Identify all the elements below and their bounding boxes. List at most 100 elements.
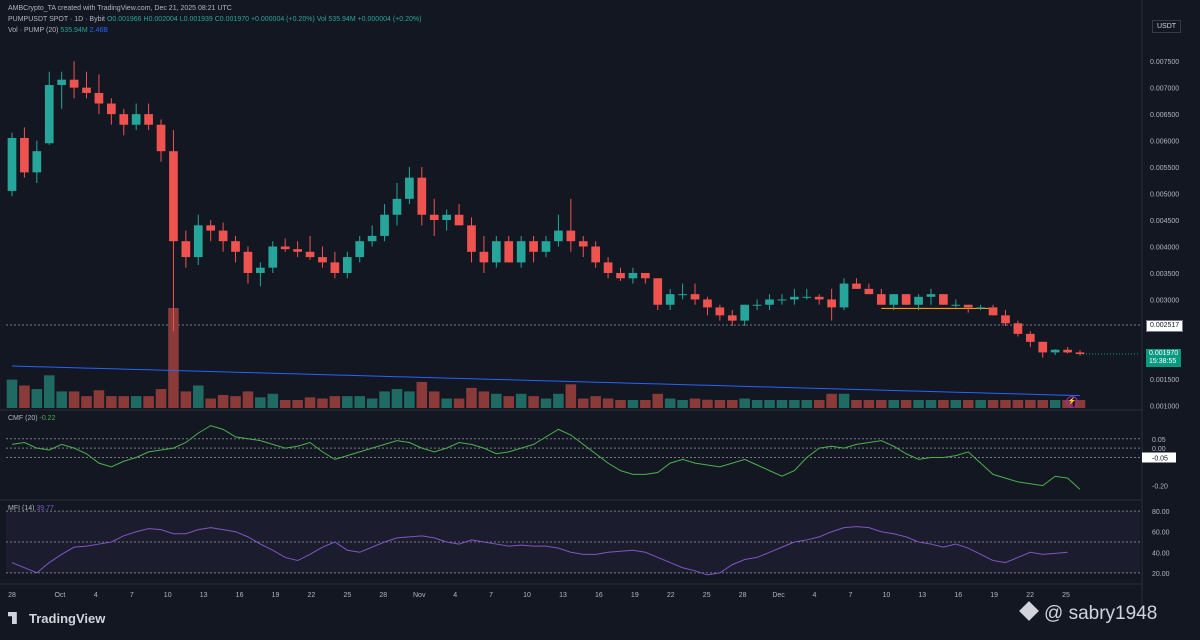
- price-tick-label: 0.005000: [1150, 192, 1179, 199]
- candle-body: [852, 283, 861, 289]
- candle-body: [988, 307, 998, 316]
- mfi-tick-label: 60.00: [1152, 530, 1170, 537]
- candle-body: [1001, 315, 1010, 324]
- candle-body: [653, 278, 663, 305]
- candle-body: [1063, 349, 1072, 353]
- volume-bar: [404, 391, 415, 408]
- time-tick-label: 16: [236, 592, 244, 599]
- volume-bar: [478, 391, 490, 408]
- time-tick-label: 7: [489, 592, 493, 599]
- candle-body: [814, 296, 824, 300]
- price-tick-label: 0.001000: [1150, 403, 1179, 410]
- time-tick-label: 16: [954, 592, 962, 599]
- candle-body: [417, 177, 427, 215]
- volume-bar: [1012, 400, 1024, 408]
- volume-bar: [379, 391, 390, 408]
- volume-bar: [664, 398, 676, 408]
- candle-body: [442, 214, 451, 221]
- candle-body: [665, 294, 675, 305]
- tradingview-logo-icon: [8, 612, 17, 624]
- candle-body: [82, 87, 91, 93]
- volume-bar: [615, 400, 626, 408]
- tradingview-logo[interactable]: TradingView: [8, 611, 105, 626]
- volume-bar: [193, 385, 204, 408]
- mfi-value: 39.77: [36, 505, 54, 512]
- currency-unit-button[interactable]: USDT: [1152, 20, 1182, 33]
- volume-bar: [900, 400, 912, 408]
- candle-body: [193, 225, 203, 258]
- candle-body: [131, 114, 141, 125]
- price-tick-label: 0.003500: [1150, 271, 1179, 278]
- candle-body: [839, 283, 849, 308]
- cmf-tag-bg: [1142, 452, 1176, 463]
- candle-body: [678, 294, 687, 296]
- volume-bar: [130, 396, 142, 408]
- candle-body: [256, 267, 265, 273]
- volume-bar: [292, 400, 303, 408]
- candle-body: [529, 241, 538, 252]
- volume-bar: [577, 398, 589, 408]
- cmf-tick-label: -0.20: [1152, 484, 1168, 491]
- symbol-line: PUMPUSDT SPOT · 1D · Bybit O0.001966 H0.…: [8, 16, 421, 23]
- price-tick-label: 0.003000: [1150, 297, 1179, 304]
- volume-bar: [168, 308, 179, 408]
- lightning-icon[interactable]: ⚡: [1066, 396, 1078, 408]
- author-watermark: @ sabry1948: [1019, 601, 1158, 625]
- volume-bar: [565, 384, 577, 408]
- volume-bar: [764, 400, 775, 408]
- volume-bar: [677, 400, 688, 408]
- candle-body: [467, 225, 476, 252]
- volume-bar: [453, 398, 465, 408]
- candle-body: [119, 114, 129, 125]
- volume-bar: [776, 400, 788, 408]
- candle-body: [355, 241, 365, 258]
- candle-body: [727, 315, 737, 321]
- mfi-label: MFI (14): [8, 505, 35, 512]
- candle-body: [7, 137, 17, 191]
- volume-bar: [553, 393, 564, 408]
- candle-body: [218, 230, 228, 242]
- candle-body: [268, 246, 278, 268]
- footer-bar: [0, 604, 1200, 640]
- volume-bar: [93, 390, 105, 408]
- candle-body: [790, 296, 799, 300]
- volume-bar: [652, 393, 664, 408]
- volume-bar: [689, 398, 701, 408]
- volume-bar: [466, 387, 477, 408]
- candle-body: [703, 299, 712, 308]
- binance-icon: [1019, 601, 1039, 621]
- candle-body: [914, 296, 923, 305]
- volume-bar: [255, 397, 266, 408]
- candle-body: [107, 103, 116, 115]
- time-tick-label: 7: [130, 592, 134, 599]
- volume-bar: [975, 400, 986, 408]
- volume-bar: [342, 396, 353, 408]
- volume-bar: [888, 400, 899, 408]
- price-tick-label: 0.007500: [1150, 59, 1179, 66]
- candle-body: [901, 294, 911, 305]
- candle-body: [169, 151, 178, 242]
- volume-bar: [727, 400, 738, 408]
- time-tick-label: 19: [631, 592, 639, 599]
- time-tick-label: 4: [813, 592, 817, 599]
- volume-bar: [416, 381, 428, 408]
- watermark-text: @ sabry1948: [1044, 603, 1158, 624]
- time-tick-label: 13: [559, 592, 567, 599]
- time-tick-label: 16: [595, 592, 603, 599]
- candle-body: [231, 241, 240, 252]
- time-tick-label: 28: [379, 592, 387, 599]
- candle-body: [1025, 333, 1035, 342]
- volume-ma-value: 2.46B: [89, 27, 108, 34]
- candle-body: [1075, 352, 1085, 354]
- volume-label: Vol · PUMP (20): [8, 27, 59, 34]
- volume-bar: [491, 393, 502, 408]
- candle-body: [777, 299, 787, 301]
- volume-bar: [205, 398, 216, 408]
- candle-body: [926, 294, 936, 297]
- candle-body: [504, 241, 514, 263]
- volume-bar: [106, 396, 117, 408]
- last-price-value: 0.001970: [1149, 349, 1179, 357]
- time-tick-label: 4: [94, 592, 98, 599]
